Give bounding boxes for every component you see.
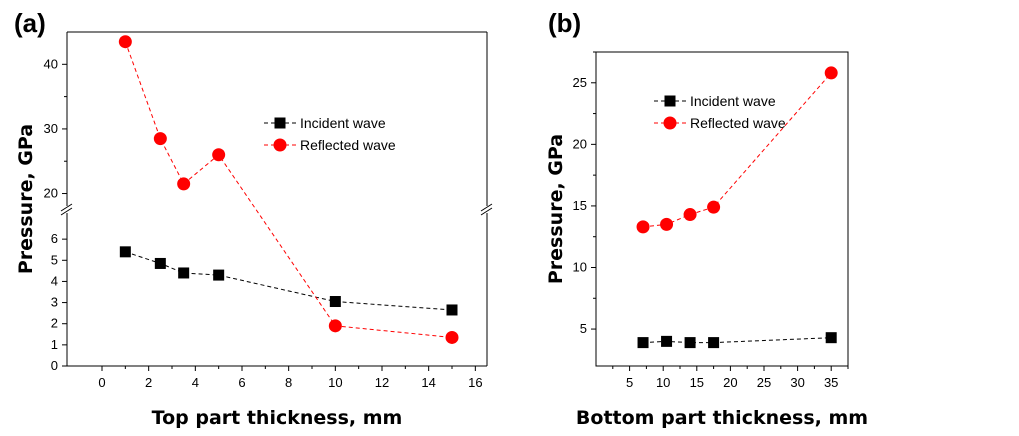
y-tick-label: 5: [580, 321, 587, 336]
data-point-square: [708, 337, 720, 349]
data-point-circle: [212, 148, 226, 162]
legend-marker: [664, 95, 676, 107]
data-point-circle: [824, 66, 838, 80]
data-point-circle: [118, 35, 132, 49]
series-line-square: [643, 337, 832, 344]
x-tick-label: 25: [757, 375, 771, 390]
y-tick-label: 40: [44, 56, 58, 71]
series-line-square: [125, 251, 453, 311]
series-line-circle: [124, 41, 453, 338]
data-point-square: [329, 296, 341, 308]
data-point-square: [661, 335, 673, 347]
data-point-square: [154, 257, 166, 269]
y-tick-label: 2: [51, 316, 58, 331]
data-point-square: [825, 332, 837, 344]
data-point-circle: [636, 220, 650, 234]
data-point-square: [178, 267, 190, 279]
data-point-circle: [177, 177, 191, 191]
panel-label-a: (a): [14, 8, 46, 38]
x-axis-title: Bottom part thickness, mm: [576, 407, 868, 429]
x-tick-label: 2: [145, 375, 152, 390]
plot-frame: [595, 51, 849, 367]
y-tick-label: 6: [51, 231, 58, 246]
axis-break-gap: [61, 206, 73, 213]
data-point-square: [119, 246, 131, 258]
data-point-circle: [683, 208, 697, 222]
x-tick-label: 6: [238, 375, 245, 390]
axis-break-mark: [60, 207, 73, 216]
y-tick-label: 20: [44, 186, 58, 201]
x-tick-label: 15: [690, 375, 704, 390]
data-point-circle: [328, 319, 342, 333]
x-tick-label: 10: [656, 375, 670, 390]
y-tick-label: 4: [51, 273, 58, 288]
legend-marker: [273, 138, 287, 152]
legend-marker: [274, 117, 286, 129]
x-tick-label: 8: [285, 375, 292, 390]
x-tick-label: 4: [192, 375, 199, 390]
y-tick-label: 5: [51, 252, 58, 267]
legend-label: Incident wave: [690, 93, 776, 109]
data-point-circle: [707, 200, 721, 214]
data-point-square: [213, 269, 225, 281]
data-point-square: [684, 337, 696, 349]
x-axis-title: Top part thickness, mm: [152, 407, 403, 429]
legend-label: Reflected wave: [300, 137, 396, 153]
data-point-circle: [445, 330, 459, 344]
data-point-square: [637, 337, 649, 349]
data-point-circle: [153, 132, 167, 146]
axis-break-mark: [60, 203, 73, 212]
x-tick-label: 10: [328, 375, 342, 390]
y-tick-label: 3: [51, 295, 58, 310]
y-tick-label: 25: [573, 75, 587, 90]
legend-marker: [663, 116, 677, 130]
x-tick-label: 14: [421, 375, 435, 390]
axis-break-gap: [481, 206, 493, 213]
x-tick-label: 0: [98, 375, 105, 390]
y-tick-label: 0: [51, 358, 58, 373]
legend-label: Incident wave: [300, 115, 386, 131]
x-tick-label: 20: [723, 375, 737, 390]
axis-break-mark: [480, 207, 493, 216]
y-axis-title: Pressure, GPa: [15, 124, 37, 274]
y-tick-label: 1: [51, 337, 58, 352]
y-tick-label: 15: [573, 198, 587, 213]
y-tick-label: 20: [573, 136, 587, 151]
y-axis-title: Pressure, GPa: [545, 134, 567, 284]
legend-label: Reflected wave: [690, 115, 786, 131]
data-point-circle: [660, 217, 674, 231]
y-tick-label: 10: [573, 259, 587, 274]
axis-break-mark: [480, 203, 493, 212]
data-point-square: [446, 304, 458, 316]
x-tick-label: 30: [790, 375, 804, 390]
x-tick-label: 35: [824, 375, 838, 390]
panel-label-b: (b): [548, 8, 581, 38]
x-tick-label: 12: [375, 375, 389, 390]
x-tick-label: 16: [468, 375, 482, 390]
x-tick-label: 5: [626, 375, 633, 390]
y-tick-label: 30: [44, 121, 58, 136]
